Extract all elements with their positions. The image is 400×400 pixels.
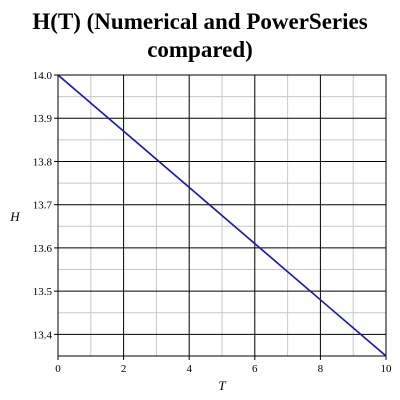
x-axis-label: T bbox=[218, 378, 226, 393]
x-tick-label: 0 bbox=[55, 363, 61, 375]
y-tick-label: 14.0 bbox=[33, 70, 53, 82]
y-tick-label: 13.6 bbox=[33, 243, 53, 255]
plot-border bbox=[57, 74, 387, 357]
x-tick-label: 10 bbox=[381, 363, 393, 375]
chart-title-line-2: compared) bbox=[147, 37, 253, 62]
y-axis-label: H bbox=[9, 209, 20, 224]
series-layer bbox=[57, 74, 387, 357]
y-tick-label: 13.4 bbox=[33, 329, 53, 341]
plot-frame bbox=[57, 74, 387, 357]
x-tick-label: 8 bbox=[318, 363, 324, 375]
chart-title-line-1: H(T) (Numerical and PowerSeries bbox=[32, 9, 368, 34]
chart-title: H(T) (Numerical and PowerSeries compared… bbox=[0, 8, 400, 64]
y-tick-label: 13.8 bbox=[33, 156, 53, 168]
x-tick-label: 2 bbox=[121, 363, 127, 375]
x-tick-label: 6 bbox=[252, 363, 258, 375]
tick-layer: 0 2 4 6 8 10 13.4 13.5 13.6 13.7 13.8 13.9 14.0 bbox=[33, 70, 392, 375]
y-tick-label: 13.7 bbox=[33, 200, 53, 212]
y-tick-label: 13.5 bbox=[33, 286, 53, 298]
x-tick-label: 4 bbox=[186, 363, 192, 375]
y-tick-label: 13.9 bbox=[33, 113, 53, 125]
series-line-2 bbox=[57, 74, 387, 357]
